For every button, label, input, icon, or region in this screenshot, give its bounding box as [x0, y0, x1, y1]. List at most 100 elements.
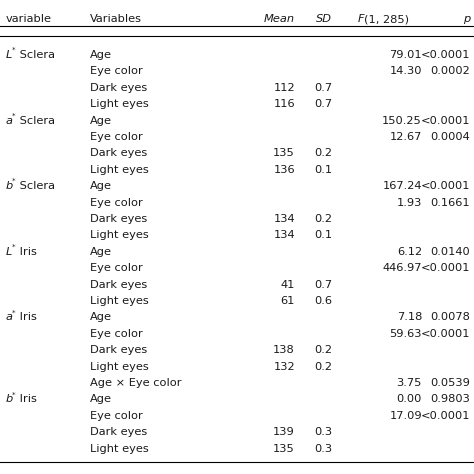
Text: 136: 136	[273, 165, 295, 175]
Text: 7.18: 7.18	[397, 312, 422, 322]
Text: <0.0001: <0.0001	[420, 50, 470, 60]
Text: 0.6: 0.6	[314, 296, 332, 306]
Text: 1.93: 1.93	[397, 198, 422, 208]
Text: Eye color: Eye color	[90, 132, 143, 142]
Text: 41: 41	[281, 280, 295, 290]
Text: b: b	[6, 394, 13, 404]
Text: 0.2: 0.2	[314, 362, 332, 372]
Text: (1, 285): (1, 285)	[364, 14, 409, 24]
Text: 0.2: 0.2	[314, 345, 332, 355]
Text: a: a	[6, 312, 13, 322]
Text: 112: 112	[273, 83, 295, 93]
Text: 0.1661: 0.1661	[430, 198, 470, 208]
Text: 167.24: 167.24	[383, 181, 422, 191]
Text: Eye color: Eye color	[90, 329, 143, 339]
Text: Age: Age	[90, 116, 112, 126]
Text: Dark eyes: Dark eyes	[90, 214, 147, 224]
Text: F: F	[358, 14, 365, 24]
Text: Light eyes: Light eyes	[90, 165, 149, 175]
Text: *: *	[11, 244, 15, 250]
Text: 0.7: 0.7	[314, 99, 332, 109]
Text: L: L	[6, 247, 12, 257]
Text: 6.12: 6.12	[397, 247, 422, 257]
Text: 61: 61	[281, 296, 295, 306]
Text: 139: 139	[273, 427, 295, 437]
Text: Dark eyes: Dark eyes	[90, 83, 147, 93]
Text: Iris: Iris	[16, 247, 37, 257]
Text: 135: 135	[273, 444, 295, 454]
Text: Light eyes: Light eyes	[90, 362, 149, 372]
Text: *: *	[11, 178, 15, 184]
Text: Age: Age	[90, 312, 112, 322]
Text: Eye color: Eye color	[90, 263, 143, 273]
Text: Light eyes: Light eyes	[90, 99, 149, 109]
Text: Light eyes: Light eyes	[90, 230, 149, 240]
Text: 132: 132	[273, 362, 295, 372]
Text: 0.3: 0.3	[314, 427, 332, 437]
Text: L: L	[6, 50, 12, 60]
Text: 0.2: 0.2	[314, 148, 332, 158]
Text: Sclera: Sclera	[16, 181, 55, 191]
Text: <0.0001: <0.0001	[420, 181, 470, 191]
Text: Mean: Mean	[264, 14, 295, 24]
Text: Iris: Iris	[16, 312, 37, 322]
Text: 446.97: 446.97	[383, 263, 422, 273]
Text: 138: 138	[273, 345, 295, 355]
Text: 0.0004: 0.0004	[430, 132, 470, 142]
Text: 0.7: 0.7	[314, 280, 332, 290]
Text: Age: Age	[90, 50, 112, 60]
Text: *: *	[11, 47, 15, 53]
Text: 0.9803: 0.9803	[430, 394, 470, 404]
Text: Dark eyes: Dark eyes	[90, 148, 147, 158]
Text: 0.0002: 0.0002	[430, 66, 470, 76]
Text: <0.0001: <0.0001	[420, 116, 470, 126]
Text: Light eyes: Light eyes	[90, 296, 149, 306]
Text: SD: SD	[316, 14, 332, 24]
Text: 14.30: 14.30	[390, 66, 422, 76]
Text: 0.0539: 0.0539	[430, 378, 470, 388]
Text: Eye color: Eye color	[90, 411, 143, 421]
Text: b: b	[6, 181, 13, 191]
Text: *: *	[11, 113, 15, 118]
Text: 0.00: 0.00	[397, 394, 422, 404]
Text: Light eyes: Light eyes	[90, 444, 149, 454]
Text: Variables: Variables	[90, 14, 142, 24]
Text: Eye color: Eye color	[90, 198, 143, 208]
Text: Age: Age	[90, 394, 112, 404]
Text: <0.0001: <0.0001	[420, 329, 470, 339]
Text: 0.7: 0.7	[314, 83, 332, 93]
Text: <0.0001: <0.0001	[420, 411, 470, 421]
Text: Age × Eye color: Age × Eye color	[90, 378, 182, 388]
Text: 79.01: 79.01	[389, 50, 422, 60]
Text: Dark eyes: Dark eyes	[90, 345, 147, 355]
Text: 134: 134	[273, 214, 295, 224]
Text: a: a	[6, 116, 13, 126]
Text: <0.0001: <0.0001	[420, 263, 470, 273]
Text: Iris: Iris	[16, 394, 37, 404]
Text: Eye color: Eye color	[90, 66, 143, 76]
Text: 150.25: 150.25	[382, 116, 422, 126]
Text: 0.0140: 0.0140	[430, 247, 470, 257]
Text: 135: 135	[273, 148, 295, 158]
Text: 134: 134	[273, 230, 295, 240]
Text: Dark eyes: Dark eyes	[90, 280, 147, 290]
Text: 12.67: 12.67	[390, 132, 422, 142]
Text: 0.1: 0.1	[314, 230, 332, 240]
Text: 0.3: 0.3	[314, 444, 332, 454]
Text: 0.2: 0.2	[314, 214, 332, 224]
Text: 59.63: 59.63	[390, 329, 422, 339]
Text: Sclera: Sclera	[16, 116, 55, 126]
Text: Sclera: Sclera	[16, 50, 55, 60]
Text: 0.1: 0.1	[314, 165, 332, 175]
Text: 0.0078: 0.0078	[430, 312, 470, 322]
Text: variable: variable	[6, 14, 52, 24]
Text: *: *	[11, 392, 15, 397]
Text: Age: Age	[90, 181, 112, 191]
Text: 3.75: 3.75	[397, 378, 422, 388]
Text: Age: Age	[90, 247, 112, 257]
Text: 17.09: 17.09	[389, 411, 422, 421]
Text: *: *	[11, 310, 15, 315]
Text: p: p	[463, 14, 470, 24]
Text: 116: 116	[273, 99, 295, 109]
Text: Dark eyes: Dark eyes	[90, 427, 147, 437]
